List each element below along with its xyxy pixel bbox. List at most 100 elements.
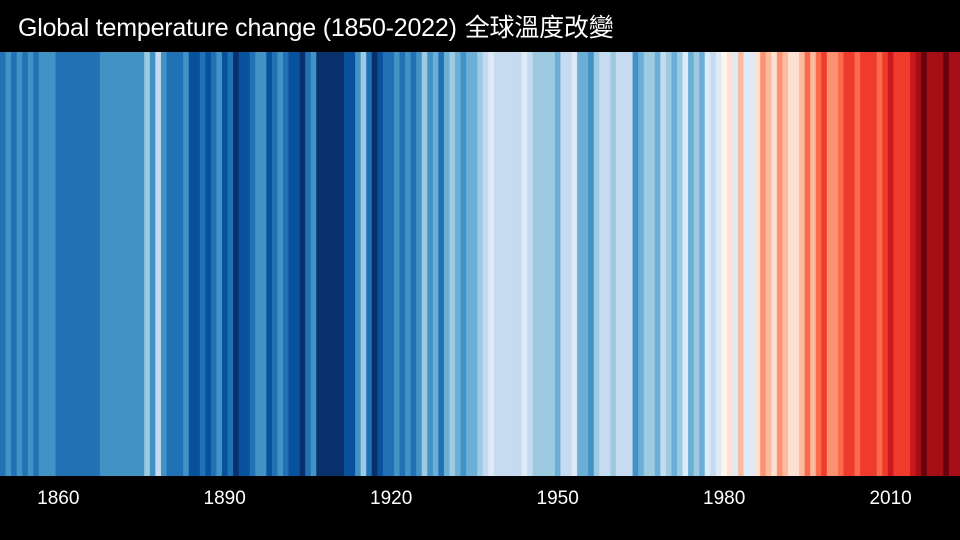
- stripe-1962: [621, 52, 628, 476]
- stripe-1950: [554, 52, 562, 476]
- stripe-2010: [887, 52, 895, 476]
- stripe-1944: [521, 52, 528, 476]
- stripe-1998: [821, 52, 828, 476]
- stripe-2005: [860, 52, 867, 476]
- stripe-2022: [954, 52, 960, 476]
- stripe-1876: [144, 52, 151, 476]
- stripe-1977: [704, 52, 711, 476]
- stripe-1992: [787, 52, 795, 476]
- stripe-1882: [177, 52, 184, 476]
- stripe-1995: [804, 52, 811, 476]
- tick-label-2010: 2010: [869, 488, 912, 509]
- stripe-2006: [865, 52, 872, 476]
- stripe-1978: [710, 52, 717, 476]
- chart-title-text: Global temperature change (1850-2022): [18, 14, 457, 42]
- stripe-1869: [105, 52, 112, 476]
- stripe-1893: [238, 52, 245, 476]
- stripe-1935: [471, 52, 478, 476]
- stripe-1872: [122, 52, 129, 476]
- stripe-1929: [438, 52, 445, 476]
- stripe-1873: [127, 52, 134, 476]
- stripe-2009: [882, 52, 889, 476]
- stripe-1930: [443, 52, 451, 476]
- stripe-1965: [638, 52, 645, 476]
- stripe-1889: [216, 52, 223, 476]
- stripe-1985: [749, 52, 756, 476]
- stripe-1906: [310, 52, 317, 476]
- stripe-2004: [854, 52, 861, 476]
- stripe-1980: [721, 52, 728, 476]
- stripe-1987: [760, 52, 767, 476]
- stripe-1963: [627, 52, 634, 476]
- stripe-1898: [266, 52, 273, 476]
- stripe-2011: [893, 52, 900, 476]
- stripe-1971: [671, 52, 678, 476]
- stripe-1918: [377, 52, 384, 476]
- warming-stripes-plot: [0, 52, 960, 476]
- stripe-1916: [366, 52, 373, 476]
- stripe-1928: [432, 52, 439, 476]
- stripe-1894: [244, 52, 251, 476]
- stripe-1922: [399, 52, 406, 476]
- stripe-1951: [560, 52, 567, 476]
- stripe-1871: [116, 52, 123, 476]
- stripe-1892: [233, 52, 240, 476]
- stripe-1945: [527, 52, 534, 476]
- stripe-1948: [543, 52, 550, 476]
- stripe-1858: [44, 52, 51, 476]
- stripe-1891: [227, 52, 234, 476]
- stripe-1919: [382, 52, 390, 476]
- stripe-1903: [294, 52, 301, 476]
- stripe-1939: [493, 52, 501, 476]
- stripe-1917: [371, 52, 378, 476]
- stripe-1904: [299, 52, 306, 476]
- stripe-2019: [937, 52, 944, 476]
- stripe-1852: [11, 52, 18, 476]
- stripe-1927: [427, 52, 434, 476]
- stripe-1972: [676, 52, 684, 476]
- stripe-1934: [466, 52, 473, 476]
- stripe-2000: [832, 52, 839, 476]
- stripe-1966: [643, 52, 650, 476]
- stripe-1988: [765, 52, 772, 476]
- tick-label-1950: 1950: [536, 488, 579, 509]
- stripe-2002: [843, 52, 850, 476]
- stripe-1967: [649, 52, 656, 476]
- stripe-1956: [588, 52, 595, 476]
- tick-label-1890: 1890: [203, 488, 246, 509]
- stripe-1959: [604, 52, 612, 476]
- stripe-1920: [388, 52, 395, 476]
- stripe-1859: [49, 52, 57, 476]
- stripe-1994: [799, 52, 806, 476]
- stripe-1914: [355, 52, 362, 476]
- stripe-1969: [660, 52, 667, 476]
- stripe-2018: [932, 52, 939, 476]
- stripe-1855: [27, 52, 34, 476]
- stripe-2016: [921, 52, 928, 476]
- stripe-1976: [699, 52, 706, 476]
- tick-label-1920: 1920: [370, 488, 413, 509]
- stripe-1856: [33, 52, 40, 476]
- tick-label-1980: 1980: [703, 488, 746, 509]
- stripe-1899: [271, 52, 279, 476]
- stripe-1851: [5, 52, 12, 476]
- stripe-1986: [754, 52, 761, 476]
- stripe-1915: [360, 52, 367, 476]
- stripe-1975: [693, 52, 700, 476]
- stripe-2007: [871, 52, 878, 476]
- stripe-1870: [110, 52, 118, 476]
- stripe-1973: [682, 52, 689, 476]
- stripe-1941: [504, 52, 512, 476]
- stripe-1878: [155, 52, 162, 476]
- stripe-1901: [283, 52, 290, 476]
- stripe-1979: [715, 52, 722, 476]
- stripe-1964: [632, 52, 639, 476]
- stripe-1952: [566, 52, 573, 476]
- stripe-1937: [482, 52, 489, 476]
- stripe-1968: [654, 52, 661, 476]
- stripe-1942: [510, 52, 517, 476]
- stripe-1926: [421, 52, 428, 476]
- stripe-1957: [593, 52, 600, 476]
- stripe-1890: [221, 52, 229, 476]
- stripe-1902: [288, 52, 295, 476]
